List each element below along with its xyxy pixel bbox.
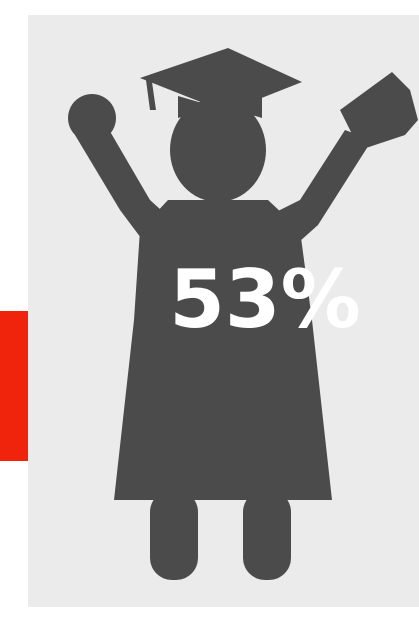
infographic: 53% [0,0,419,622]
red-accent [0,311,31,461]
stat-value: 53% [169,253,360,346]
